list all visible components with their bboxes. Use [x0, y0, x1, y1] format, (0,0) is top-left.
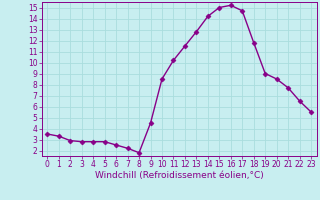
- X-axis label: Windchill (Refroidissement éolien,°C): Windchill (Refroidissement éolien,°C): [95, 171, 264, 180]
